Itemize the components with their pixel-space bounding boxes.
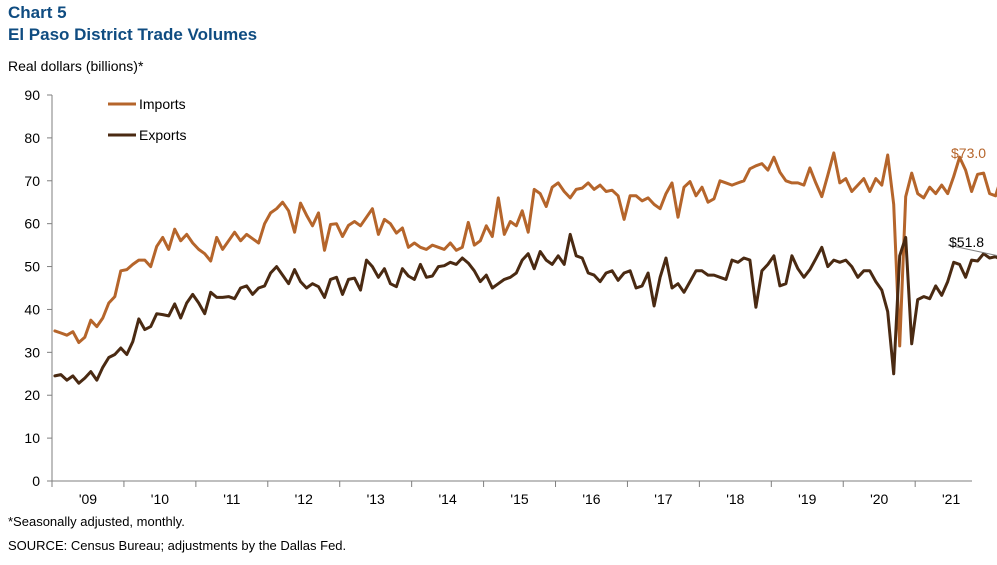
x-tick-label: '15 — [510, 491, 528, 507]
x-tick-label: '10 — [151, 491, 169, 507]
x-tick-label: '11 — [223, 491, 240, 507]
legend: Imports Exports — [108, 96, 186, 143]
x-tick-label: '12 — [295, 491, 313, 507]
chart-label: Chart 5 — [8, 3, 67, 22]
x-tick-label: '17 — [654, 491, 672, 507]
x-tick-label: '14 — [438, 491, 456, 507]
x-tick-label: '20 — [870, 491, 888, 507]
y-tick-label: 30 — [24, 344, 40, 360]
source-note: SOURCE: Census Bureau; adjustments by th… — [8, 538, 347, 553]
imports-end-label: $73.0 — [951, 145, 986, 161]
imports-line — [53, 151, 997, 348]
imports-legend-label: Imports — [139, 96, 186, 112]
series-lines — [53, 151, 997, 385]
exports-line — [53, 232, 997, 385]
y-tick-label: 10 — [24, 430, 40, 446]
x-tick-label: '21 — [942, 491, 960, 507]
y-tick-label: 90 — [24, 87, 40, 103]
y-axis-label: Real dollars (billions)* — [8, 58, 144, 74]
y-tick-label: 50 — [24, 259, 40, 275]
x-tick-label: '18 — [726, 491, 744, 507]
y-tick-label: 0 — [32, 473, 40, 489]
y-tick-label: 40 — [24, 301, 40, 317]
exports-legend-label: Exports — [139, 127, 186, 143]
exports-end-label: $51.8 — [949, 234, 984, 250]
end-labels: $73.0 $51.8 — [947, 145, 997, 257]
x-tick-label: '09 — [79, 491, 97, 507]
y-tick-label: 60 — [24, 216, 40, 232]
y-tick-label: 70 — [24, 173, 40, 189]
x-tick-label: '13 — [367, 491, 385, 507]
exports-end-leader — [947, 244, 997, 257]
footnote: *Seasonally adjusted, monthly. — [8, 514, 185, 529]
axes: 0 10 20 30 40 50 60 70 80 90 '09 '10 '11 '12 '13 '14 '15… — [24, 87, 972, 507]
y-tick-label: 20 — [24, 387, 40, 403]
x-tick-label: '19 — [798, 491, 816, 507]
y-tick-label: 80 — [24, 130, 40, 146]
chart-title: El Paso District Trade Volumes — [8, 25, 258, 44]
x-tick-label: '16 — [582, 491, 600, 507]
